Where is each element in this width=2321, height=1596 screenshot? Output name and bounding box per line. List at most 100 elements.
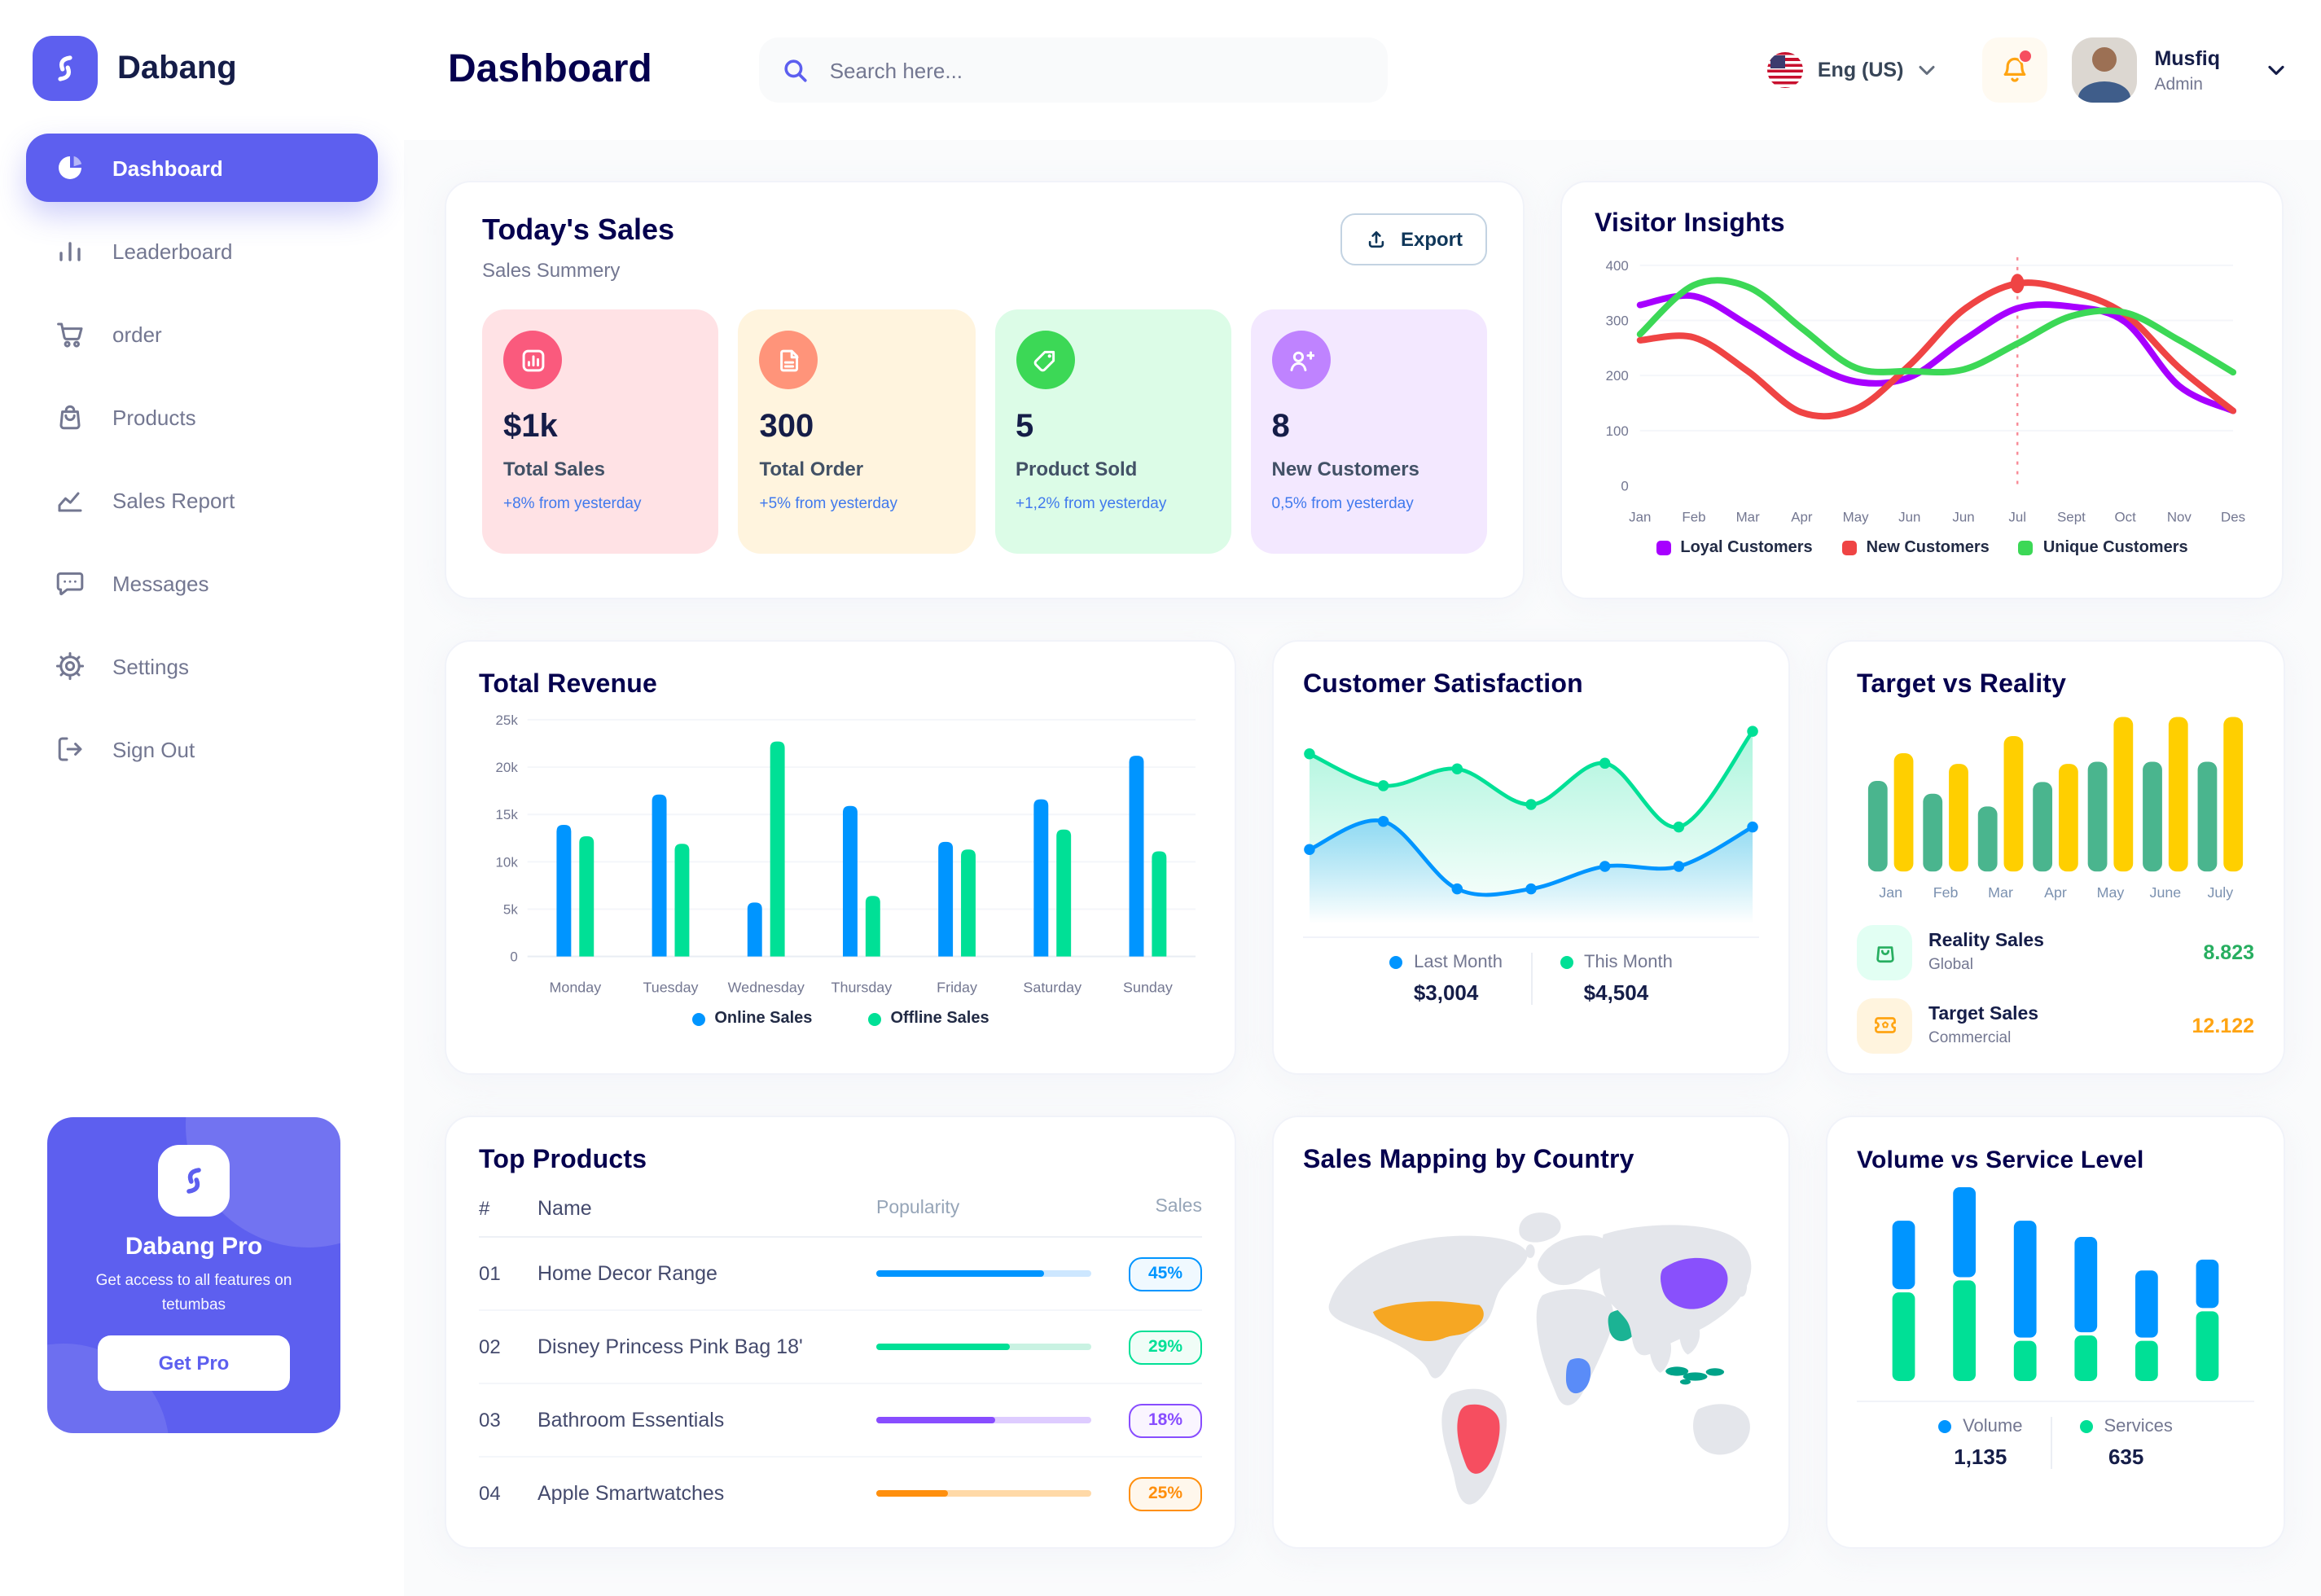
reality-sales-legend-row: Reality Sales Global 8.823 [1857,924,2254,980]
svg-text:200: 200 [1606,368,1629,384]
legend-item: Unique Customers [2018,539,2188,557]
bell-icon [2003,57,2025,82]
get-pro-button[interactable]: Get Pro [98,1335,290,1392]
svg-text:Saturday: Saturday [1023,979,1082,995]
sidebar-item-settings[interactable]: Settings [26,632,378,700]
top-products-card: Top Products # Name Popularity Sales 01 … [445,1116,1236,1549]
map-greenland [1519,1212,1561,1243]
export-button[interactable]: Export [1340,213,1487,265]
chevron-down-icon [1918,64,1934,76]
sidebar-item-products[interactable]: Products [26,383,378,451]
svg-text:Jul: Jul [2008,509,2026,524]
shopping-bag-icon [1857,924,1912,980]
legend-item: New Customers [1841,539,1990,557]
this-month-dot [1560,956,1573,970]
map-china [1661,1257,1728,1309]
bar-chart-icon [503,331,562,389]
map-dr-congo [1565,1358,1591,1394]
visitor-insights-card: Visitor Insights 0 100 200 300 400 Jan Feb Mar A… [1560,181,2284,599]
stat-card-total-sales: $1k Total Sales +8% from yesterday [482,309,719,554]
language-selector[interactable]: Eng (US) [1766,52,1935,88]
svg-text:Oct: Oct [2114,509,2136,524]
bar-columns-icon [54,235,86,267]
map-indonesia [1665,1366,1725,1385]
main-area: Dashboard Eng (US) Musfiq [404,0,2321,1596]
svg-text:10k: 10k [496,854,519,870]
svg-text:Feb: Feb [1933,884,1959,901]
stat-card-product-sold: 5 Product Sold +1,2% from yesterday [994,309,1231,554]
topbar-right: Eng (US) Musfiq Admin [1766,37,2285,103]
target-vs-reality-title: Target vs Reality [1857,671,2067,699]
sales-mapping-title: Sales Mapping by Country [1303,1147,1634,1174]
sidebar-item-label: Leaderboard [112,239,233,263]
pro-logo-icon [158,1145,230,1217]
table-row: 03 Bathroom Essentials 18% [479,1384,1202,1458]
shopping-bag-icon [54,401,86,433]
svg-text:0: 0 [510,949,517,965]
todays-sales-card: Today's Sales Sales Summery Export $1k T [445,181,1525,599]
sidebar-item-sales-report[interactable]: Sales Report [26,466,378,534]
sidebar-item-leaderboard[interactable]: Leaderboard [26,217,378,285]
sidebar: Dabang Dashboard Leaderboard order Produ… [0,0,404,1596]
sidebar-item-messages[interactable]: Messages [26,549,378,617]
dashboard-content: Today's Sales Sales Summery Export $1k T [404,140,2321,1549]
notifications-button[interactable] [1981,37,2047,103]
svg-text:Sept: Sept [2057,509,2086,524]
popularity-bar [876,1344,1108,1350]
pie-chart-icon [54,151,86,184]
legend-item: Online Sales [691,1010,812,1028]
volume-vs-service-chart [1857,1184,2254,1388]
map-japan [1735,1275,1748,1297]
volume-vs-service-card: Volume vs Service Level Volume 1,135 Ser… [1826,1116,2285,1549]
legend-item: Offline Sales [867,1010,989,1028]
total-revenue-chart: 0 5k 10k 15k 20k 25k Monday Tuesday Wednesday Thu… [479,707,1202,1005]
divider [1530,953,1532,1006]
line-chart-icon [54,484,86,516]
sidebar-item-order[interactable]: order [26,300,378,368]
popularity-bar [876,1270,1108,1277]
svg-text:0: 0 [1621,478,1628,493]
svg-text:May: May [1843,509,1869,524]
sidebar-item-label: Sign Out [112,737,195,761]
brand-logo-row: Dabang [26,26,378,134]
volume-vs-service-legend: Volume 1,135 Services 635 [1857,1416,2254,1469]
search-input[interactable] [826,56,1366,84]
services-dot [2079,1419,2093,1433]
row-3: Top Products # Name Popularity Sales 01 … [445,1116,2287,1549]
svg-text:Jan: Jan [1629,509,1651,524]
svg-text:300: 300 [1606,313,1629,328]
popularity-bar [876,1490,1108,1497]
sidebar-item-dashboard[interactable]: Dashboard [26,134,378,202]
legend-this-month: This Month $4,504 [1532,953,1700,1005]
brand-logo-icon [33,36,98,101]
volume-vs-service-title: Volume vs Service Level [1857,1147,2144,1174]
sales-badge: 18% [1128,1403,1202,1437]
total-revenue-legend: Online Sales Offline Sales [479,1010,1202,1028]
svg-text:Monday: Monday [549,979,601,995]
sidebar-item-label: Products [112,405,196,429]
svg-text:Mar: Mar [1988,884,2013,901]
popularity-bar [876,1417,1108,1423]
sidebar-item-sign-out[interactable]: Sign Out [26,715,378,783]
customer-satisfaction-title: Customer Satisfaction [1303,671,1583,699]
svg-text:Tuesday: Tuesday [643,979,699,995]
map-europe [1538,1235,1613,1286]
profile-menu[interactable]: Musfiq Admin [2071,37,2285,103]
legend-volume: Volume 1,135 [1911,1417,2050,1469]
svg-text:Friday: Friday [937,979,977,995]
page-title: Dashboard [448,47,652,91]
sales-badge: 29% [1128,1330,1202,1364]
last-month-dot [1389,956,1403,970]
divider [1857,1400,2254,1402]
visitor-insights-chart: 0 100 200 300 400 Jan Feb Mar Apr May Jun Jun Jul Sep… [1595,243,2249,534]
svg-text:Jun: Jun [1952,509,1974,524]
target-sales-legend-row: Target Sales Commercial 12.122 [1857,998,2254,1054]
sidebar-item-label: order [112,322,162,346]
sales-badge: 25% [1128,1476,1202,1510]
svg-text:May: May [2097,884,2125,901]
chat-bubble-icon [54,567,86,599]
map-india [1649,1335,1672,1373]
customer-satisfaction-card: Customer Satisfaction Last Month $3,004 … [1272,640,1790,1075]
todays-sales-title: Today's Sales [482,213,675,246]
